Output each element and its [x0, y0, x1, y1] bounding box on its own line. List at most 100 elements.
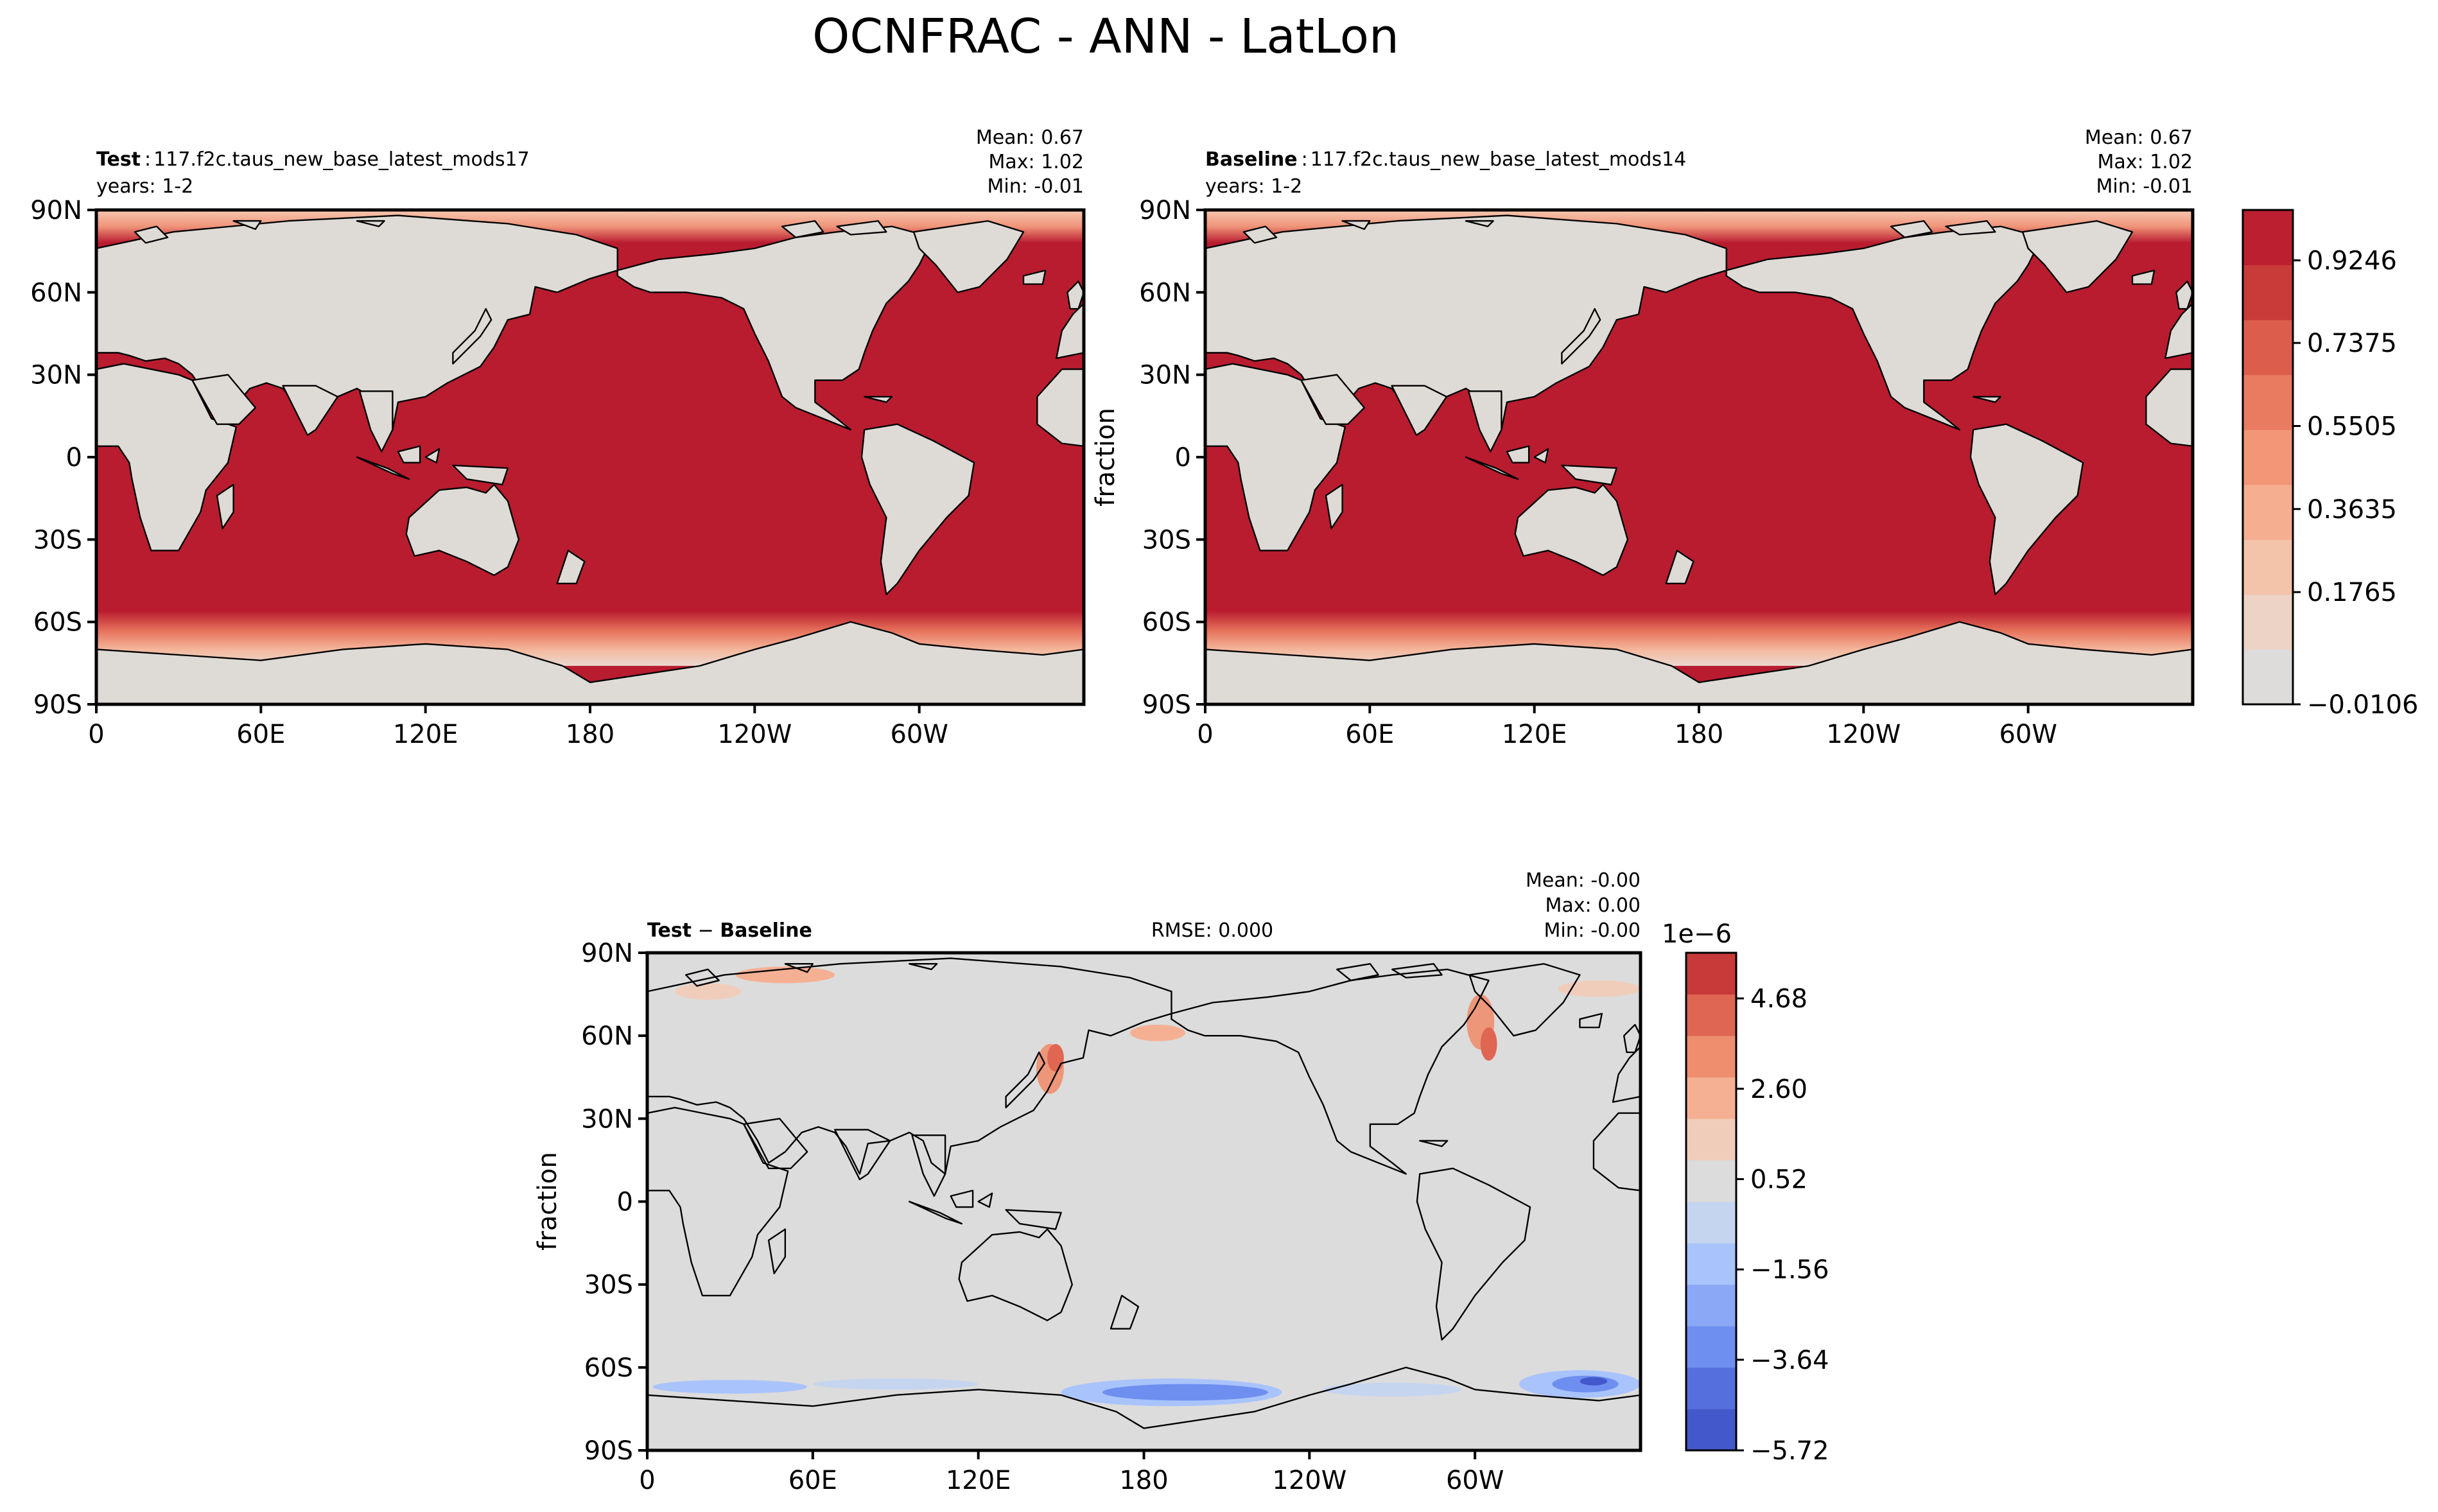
baseline-label: Baseline:117.f2c.taus_new_base_latest_mo…: [1205, 148, 1686, 171]
diff-colorbar-ticks: 4.68 2.60 0.52 −1.56 −3.64 −5.72: [1736, 984, 1829, 1466]
baseline-xtick-label: 120W: [1826, 720, 1901, 749]
diff-colorbar: 1e−6 4.68 2.60 0.52 −1.56 −3.64 −5.72: [1662, 919, 1829, 1466]
baseline-ytick-label: 60S: [1142, 608, 1191, 638]
diff-ytick-label: 0: [617, 1188, 633, 1217]
diff-xtick-label: 180: [1119, 1466, 1168, 1495]
colorbar-swatch: [2243, 594, 2293, 650]
test-years: years: 1-2: [96, 175, 193, 198]
baseline-xtick-label: 0: [1197, 720, 1213, 749]
diff-ytick-label: 60N: [581, 1021, 633, 1051]
test-xticks: 0 60E 120E 180 120W 60W: [88, 704, 948, 749]
baseline-ytick-label: 30S: [1142, 525, 1191, 555]
test-max: Max: 1.02: [989, 151, 1084, 173]
baseline-label-sep: :: [1302, 148, 1308, 171]
diff-ytick-label: 30N: [581, 1104, 633, 1134]
baseline-label-bold: Baseline: [1205, 148, 1298, 171]
diff-xtick-label: 120W: [1272, 1466, 1346, 1495]
baseline-ytick-label: 60N: [1139, 278, 1191, 308]
diff-ytick-label: 90N: [581, 939, 633, 968]
colorbar-swatch: [2243, 210, 2293, 266]
diff-rmse: RMSE: 0.000: [1151, 919, 1273, 942]
baseline-ytick-label: 90S: [1142, 690, 1191, 720]
main-colorbar-frame: [2242, 209, 2294, 706]
test-ytick-label: 90N: [30, 196, 82, 225]
baseline-years: years: 1-2: [1205, 175, 1302, 198]
diff-panel: Test − Baseline RMSE: 0.000 Mean: -0.00 …: [533, 869, 1642, 1495]
main-colorbar: 0.9246 0.7375 0.5505 0.3635 0.1765 −0.0106: [2242, 209, 2418, 720]
diff-yticks: 90N 60N 30N 0 30S 60S 90S: [581, 939, 647, 1466]
main-colorbar-swatches: [2243, 210, 2293, 705]
diff-colorbar-scale: 1e−6: [1662, 919, 1732, 949]
test-case-name: 117.f2c.taus_new_base_latest_mods17: [153, 148, 530, 171]
diff-xtick-label: 60E: [788, 1466, 837, 1495]
colorbar-tick-label: −1.56: [1750, 1255, 1829, 1285]
colorbar-tick-label: 0.3635: [2307, 495, 2397, 525]
colorbar-swatch: [2243, 484, 2293, 540]
test-mean: Mean: 0.67: [976, 126, 1084, 149]
test-label-sep: :: [144, 148, 151, 171]
colorbar-swatch: [2243, 320, 2293, 376]
colorbar-tick-label: 0.5505: [2307, 412, 2397, 441]
colorbar-swatch: [1686, 1243, 1736, 1285]
test-ytick-label: 0: [66, 443, 82, 473]
colorbar-tick-label: 0.52: [1750, 1165, 1807, 1195]
baseline-mean: Mean: 0.67: [2085, 126, 2193, 149]
diff-map: [647, 953, 1641, 1450]
diff-colorbar-frame: [1685, 952, 1737, 1452]
test-ytick-label: 60N: [30, 278, 82, 308]
colorbar-tick-label: 2.60: [1750, 1075, 1807, 1104]
colorbar-swatch: [1686, 953, 1736, 995]
test-label-bold: Test: [96, 148, 141, 171]
test-yticks: 90N 60N 30N 0 30S 60S 90S: [30, 196, 96, 720]
test-xtick-label: 180: [566, 720, 614, 749]
baseline-case-name: 117.f2c.taus_new_base_latest_mods14: [1310, 148, 1687, 171]
colorbar-swatch: [2243, 374, 2293, 430]
baseline-panel: Baseline:117.f2c.taus_new_base_latest_mo…: [1091, 126, 2195, 749]
colorbar-tick-label: 0.1765: [2307, 578, 2397, 607]
colorbar-swatch: [1686, 1077, 1736, 1119]
colorbar-tick-label: 0.7375: [2307, 329, 2397, 358]
baseline-ytick-label: 90N: [1139, 196, 1191, 225]
test-panel: Test:117.f2c.taus_new_base_latest_mods17…: [30, 126, 1086, 749]
diff-min: Min: -0.00: [1544, 919, 1641, 942]
diff-ylabel: fraction: [533, 1152, 562, 1251]
baseline-map: [1205, 210, 2193, 704]
diff-label-minus: −: [692, 919, 720, 942]
colorbar-tick-label: −3.64: [1750, 1346, 1829, 1375]
colorbar-swatch: [1686, 1326, 1736, 1368]
colorbar-swatch: [1686, 994, 1736, 1036]
test-xtick-label: 60W: [890, 720, 948, 749]
colorbar-swatch: [1686, 1118, 1736, 1161]
colorbar-swatch: [1686, 1409, 1736, 1451]
colorbar-tick-label: −0.0106: [2307, 690, 2418, 720]
colorbar-swatch: [2243, 430, 2293, 485]
diff-colorbar-swatches: [1686, 953, 1736, 1451]
test-ytick-label: 60S: [33, 608, 82, 638]
colorbar-swatch: [2243, 649, 2293, 705]
baseline-xtick-label: 60W: [1999, 720, 2057, 749]
colorbar-swatch: [2243, 265, 2293, 320]
diff-xtick-label: 60W: [1446, 1466, 1504, 1495]
colorbar-swatch: [2243, 539, 2293, 595]
figure-title: OCNFRAC - ANN - LatLon: [812, 9, 1399, 64]
colorbar-tick-label: −5.72: [1750, 1436, 1829, 1466]
test-ytick-label: 90S: [33, 690, 82, 720]
diff-ytick-label: 30S: [584, 1271, 633, 1300]
baseline-xticks: 0 60E 120E 180 120W 60W: [1197, 704, 2057, 749]
baseline-xtick-label: 120E: [1502, 720, 1567, 749]
colorbar-swatch: [1686, 1284, 1736, 1326]
baseline-xtick-label: 60E: [1345, 720, 1394, 749]
baseline-ytick-label: 30N: [1139, 361, 1191, 390]
diff-xtick-label: 0: [639, 1466, 655, 1495]
baseline-yticks: 90N 60N 30N 0 30S 60S 90S: [1139, 196, 1205, 720]
test-ytick-label: 30S: [33, 525, 82, 555]
main-colorbar-ticks: 0.9246 0.7375 0.5505 0.3635 0.1765 −0.0106: [2293, 247, 2418, 720]
colorbar-tick-label: 4.68: [1750, 984, 1807, 1014]
test-ytick-label: 30N: [30, 361, 82, 390]
diff-xticks: 0 60E 120E 180 120W 60W: [639, 1450, 1504, 1495]
test-xtick-label: 0: [88, 720, 104, 749]
diff-label-base: Baseline: [720, 919, 812, 942]
baseline-max: Max: 1.02: [2098, 151, 2193, 173]
diff-label: Test − Baseline: [647, 919, 812, 942]
